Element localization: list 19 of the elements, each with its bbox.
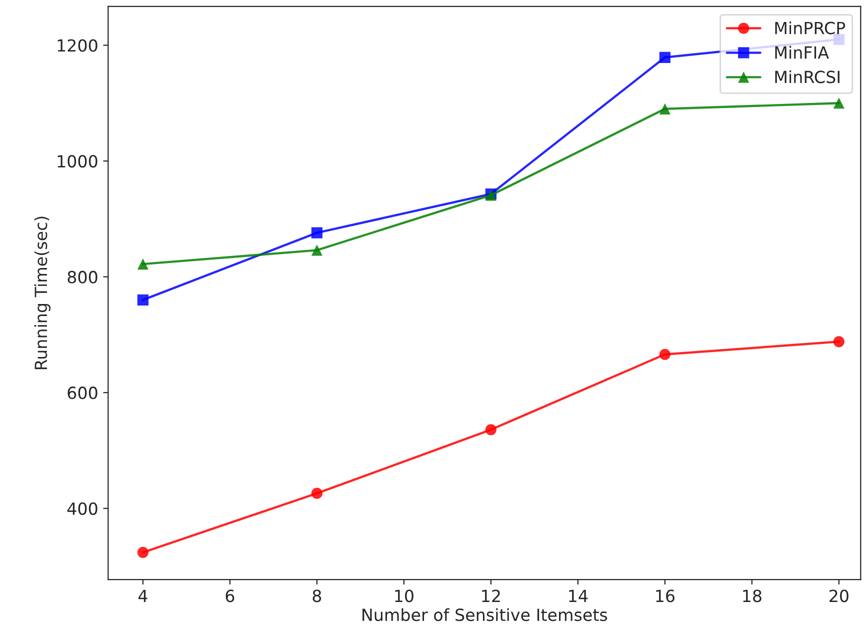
x-tick-label: 14 bbox=[569, 590, 588, 602]
y-tick-label: 1000 bbox=[58, 154, 98, 168]
x-axis-title: Number of Sensitive Itemsets bbox=[362, 608, 608, 622]
y-axis-title: Running Time(sec) bbox=[34, 216, 50, 370]
y-tick-label: 400 bbox=[67, 502, 98, 515]
y-tick-label: 600 bbox=[68, 386, 98, 400]
x-tick-label: 8 bbox=[312, 590, 322, 602]
y-tick-label: 800 bbox=[68, 270, 98, 284]
legend-label: MinFIA bbox=[775, 46, 829, 59]
y-tick-label: 1200 bbox=[58, 39, 98, 52]
x-tick-label: 10 bbox=[395, 590, 414, 602]
legend-label: MinPRCP bbox=[775, 21, 846, 34]
x-tick-label: 16 bbox=[656, 590, 674, 602]
x-tick-label: 18 bbox=[743, 590, 762, 602]
x-tick-label: 12 bbox=[482, 590, 500, 602]
x-tick-label: 20 bbox=[830, 590, 848, 602]
legend-label: MinRCSI bbox=[775, 70, 840, 84]
x-tick-label: 4 bbox=[138, 590, 148, 602]
x-tick-label: 6 bbox=[226, 590, 234, 602]
